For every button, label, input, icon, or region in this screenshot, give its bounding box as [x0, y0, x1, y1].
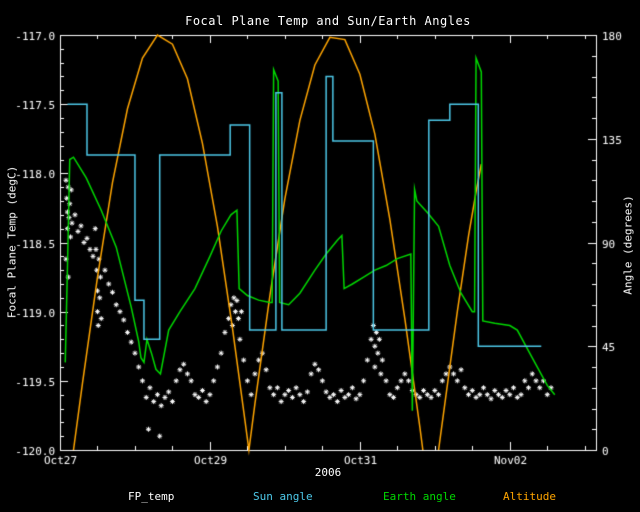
chart-title: Focal Plane Temp and Sun/Earth Angles [185, 14, 471, 28]
y-axis-label-right: Angle (degrees) [621, 195, 635, 295]
x-axis-year-label: 2006 [314, 466, 342, 479]
legend-earth-angle: Earth angle [383, 490, 456, 503]
legend-altitude: Altitude [503, 490, 556, 503]
legend-fp-temp: FP_temp [128, 490, 175, 503]
y-axis-label-left: Focal Plane Temp (degC) [5, 165, 19, 319]
legend: FP_temp Sun angle Earth angle Altitude [0, 490, 640, 506]
legend-sun-angle: Sun angle [253, 490, 313, 503]
